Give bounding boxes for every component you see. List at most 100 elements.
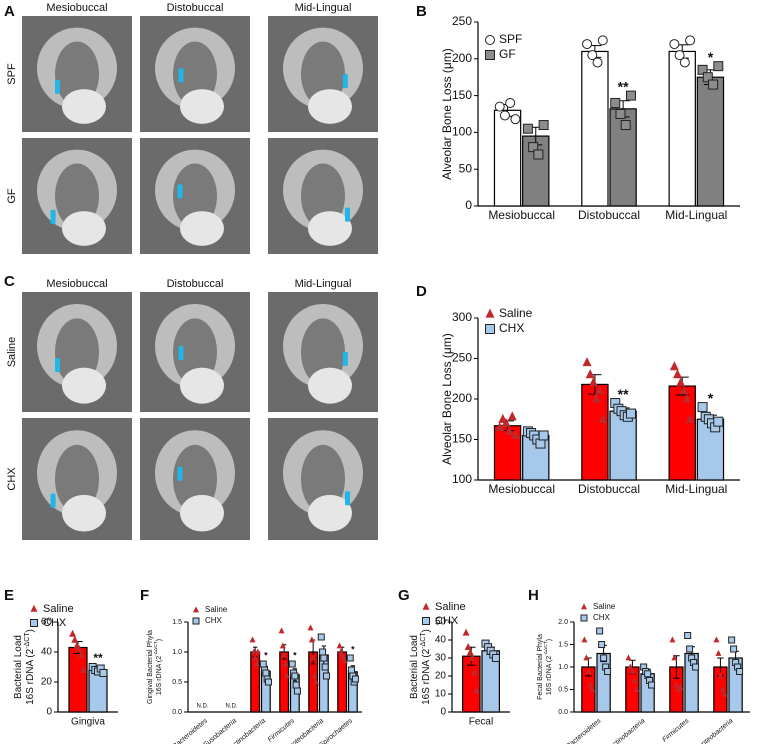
panel-letter: H [528, 587, 539, 604]
ct-tooth [180, 494, 224, 532]
y-label-tail: ) [156, 639, 163, 641]
data-point [346, 654, 354, 662]
data-point [510, 430, 520, 440]
data-point [505, 97, 516, 108]
x-tick-label: Mesiobuccal [488, 208, 555, 222]
data-point [321, 663, 329, 671]
significance: * [708, 390, 714, 406]
legend-label: CHX [593, 613, 611, 622]
data-point [644, 670, 652, 678]
data-point [252, 654, 259, 661]
nd-label: N.D. [197, 704, 209, 710]
y-tick-label: 40 [41, 647, 53, 658]
y-tick-label: 30 [435, 653, 447, 664]
y-tick-label: 2.0 [558, 619, 568, 626]
y-tick-label: 0.5 [172, 679, 182, 686]
x-tick-label: Bacteroidetes [172, 717, 210, 744]
x-tick-label: Firmicutes [267, 717, 297, 743]
data-point [499, 110, 510, 121]
data-point [538, 430, 549, 441]
significance: * [264, 650, 268, 660]
ct-tooth [62, 494, 106, 532]
data-point [673, 369, 683, 379]
y-tick-label: 1.5 [172, 619, 182, 626]
data-point [679, 385, 689, 395]
y-tick-label: 40 [435, 635, 447, 646]
y-axis-label: 16S rDNA (2-ΔCT) [420, 629, 432, 705]
legend-marker [192, 617, 200, 625]
panel-letter: D [416, 283, 427, 300]
data-point [684, 632, 692, 639]
y-tick-label: 150 [452, 432, 472, 446]
significance: ** [618, 78, 629, 94]
x-tick-label: Bacteroidetes [565, 717, 603, 744]
data-point [598, 641, 606, 648]
data-point [673, 681, 680, 688]
data-point [708, 79, 719, 90]
data-point [351, 675, 359, 683]
y-tick-label: 100 [452, 125, 472, 139]
legend-marker [422, 602, 430, 610]
data-point [75, 644, 83, 652]
data-point [587, 681, 594, 688]
data-point [697, 402, 708, 413]
ct-tooth [308, 211, 352, 246]
significance: ** [618, 386, 629, 402]
data-point [633, 685, 640, 692]
y-tick-label: 250 [452, 351, 472, 365]
ct-tooth [308, 367, 352, 404]
data-point [620, 120, 631, 131]
data-point [713, 61, 724, 72]
data-point [676, 377, 686, 387]
data-point [600, 654, 608, 662]
data-point [588, 377, 598, 387]
data-point [341, 657, 348, 664]
legend-label: Saline [499, 306, 533, 320]
data-point [692, 663, 700, 671]
significance: * [708, 49, 714, 65]
legend-label: Saline [43, 603, 74, 615]
y-label-text: Alveolar Bone Loss (μm) [440, 333, 454, 465]
data-point [470, 668, 478, 676]
legend-label: CHX [205, 616, 223, 625]
y-axis-label: 16S rDNA (2-ΔCT) [24, 629, 36, 705]
x-tick-label: Mid-Lingual [665, 208, 727, 222]
data-point [629, 667, 636, 674]
legend-label: Saline [593, 602, 616, 611]
y-tick-label: 1.0 [172, 649, 182, 656]
panel-letter: E [4, 587, 14, 604]
y-label-text: 16S rDNA (2 [546, 656, 553, 695]
panel-letter: F [140, 587, 149, 604]
data-point [719, 685, 726, 692]
bar [609, 410, 637, 481]
data-point [597, 35, 608, 46]
significance: * [351, 644, 355, 654]
legend-label: SPF [499, 32, 522, 46]
data-point [507, 411, 517, 421]
data-point [736, 668, 744, 675]
data-point [583, 654, 590, 661]
data-point [533, 149, 544, 160]
data-point [669, 361, 679, 371]
data-point [591, 393, 601, 403]
data-point [99, 669, 108, 677]
y-label-tail: ) [421, 629, 432, 632]
x-tick-label: Distobuccal [578, 208, 640, 222]
data-point [310, 654, 317, 661]
data-point [702, 72, 713, 83]
y-label-text: 16S rDNA (2 [25, 648, 36, 705]
y-tick-label: 0 [465, 198, 472, 212]
y-tick-label: 200 [452, 51, 472, 65]
y-tick-label: 0.0 [558, 709, 568, 716]
data-point [259, 660, 267, 668]
data-point [648, 681, 656, 689]
x-tick-label: Fecal [469, 717, 493, 728]
ct-tooth [180, 89, 224, 124]
y-label-tail: ) [546, 639, 553, 641]
y-label-text: Bacterial Load [13, 635, 24, 699]
data-point [522, 123, 533, 134]
column-label: Mid-Lingual [295, 2, 352, 14]
measurement-mark [55, 79, 60, 94]
data-point [307, 624, 314, 631]
measurement-mark [178, 68, 184, 83]
